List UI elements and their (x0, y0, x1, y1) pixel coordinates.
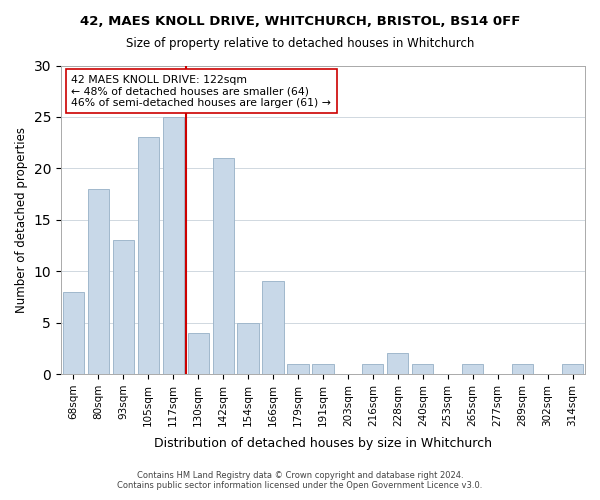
Y-axis label: Number of detached properties: Number of detached properties (15, 127, 28, 313)
Bar (238, 322, 259, 374)
Bar (262, 282, 284, 374)
Bar (287, 364, 308, 374)
Bar (88, 189, 109, 374)
Bar (188, 333, 209, 374)
Bar (362, 364, 383, 374)
Bar (313, 364, 334, 374)
Bar (562, 364, 583, 374)
Text: 42 MAES KNOLL DRIVE: 122sqm
← 48% of detached houses are smaller (64)
46% of sem: 42 MAES KNOLL DRIVE: 122sqm ← 48% of det… (71, 75, 331, 108)
Bar (163, 117, 184, 374)
Bar (113, 240, 134, 374)
Bar (63, 292, 84, 374)
Bar (462, 364, 484, 374)
Text: 42, MAES KNOLL DRIVE, WHITCHURCH, BRISTOL, BS14 0FF: 42, MAES KNOLL DRIVE, WHITCHURCH, BRISTO… (80, 15, 520, 28)
Bar (137, 138, 159, 374)
Bar (412, 364, 433, 374)
Text: Size of property relative to detached houses in Whitchurch: Size of property relative to detached ho… (126, 38, 474, 51)
X-axis label: Distribution of detached houses by size in Whitchurch: Distribution of detached houses by size … (154, 437, 492, 450)
Bar (387, 354, 409, 374)
Bar (512, 364, 533, 374)
Bar (212, 158, 234, 374)
Text: Contains HM Land Registry data © Crown copyright and database right 2024.
Contai: Contains HM Land Registry data © Crown c… (118, 470, 482, 490)
